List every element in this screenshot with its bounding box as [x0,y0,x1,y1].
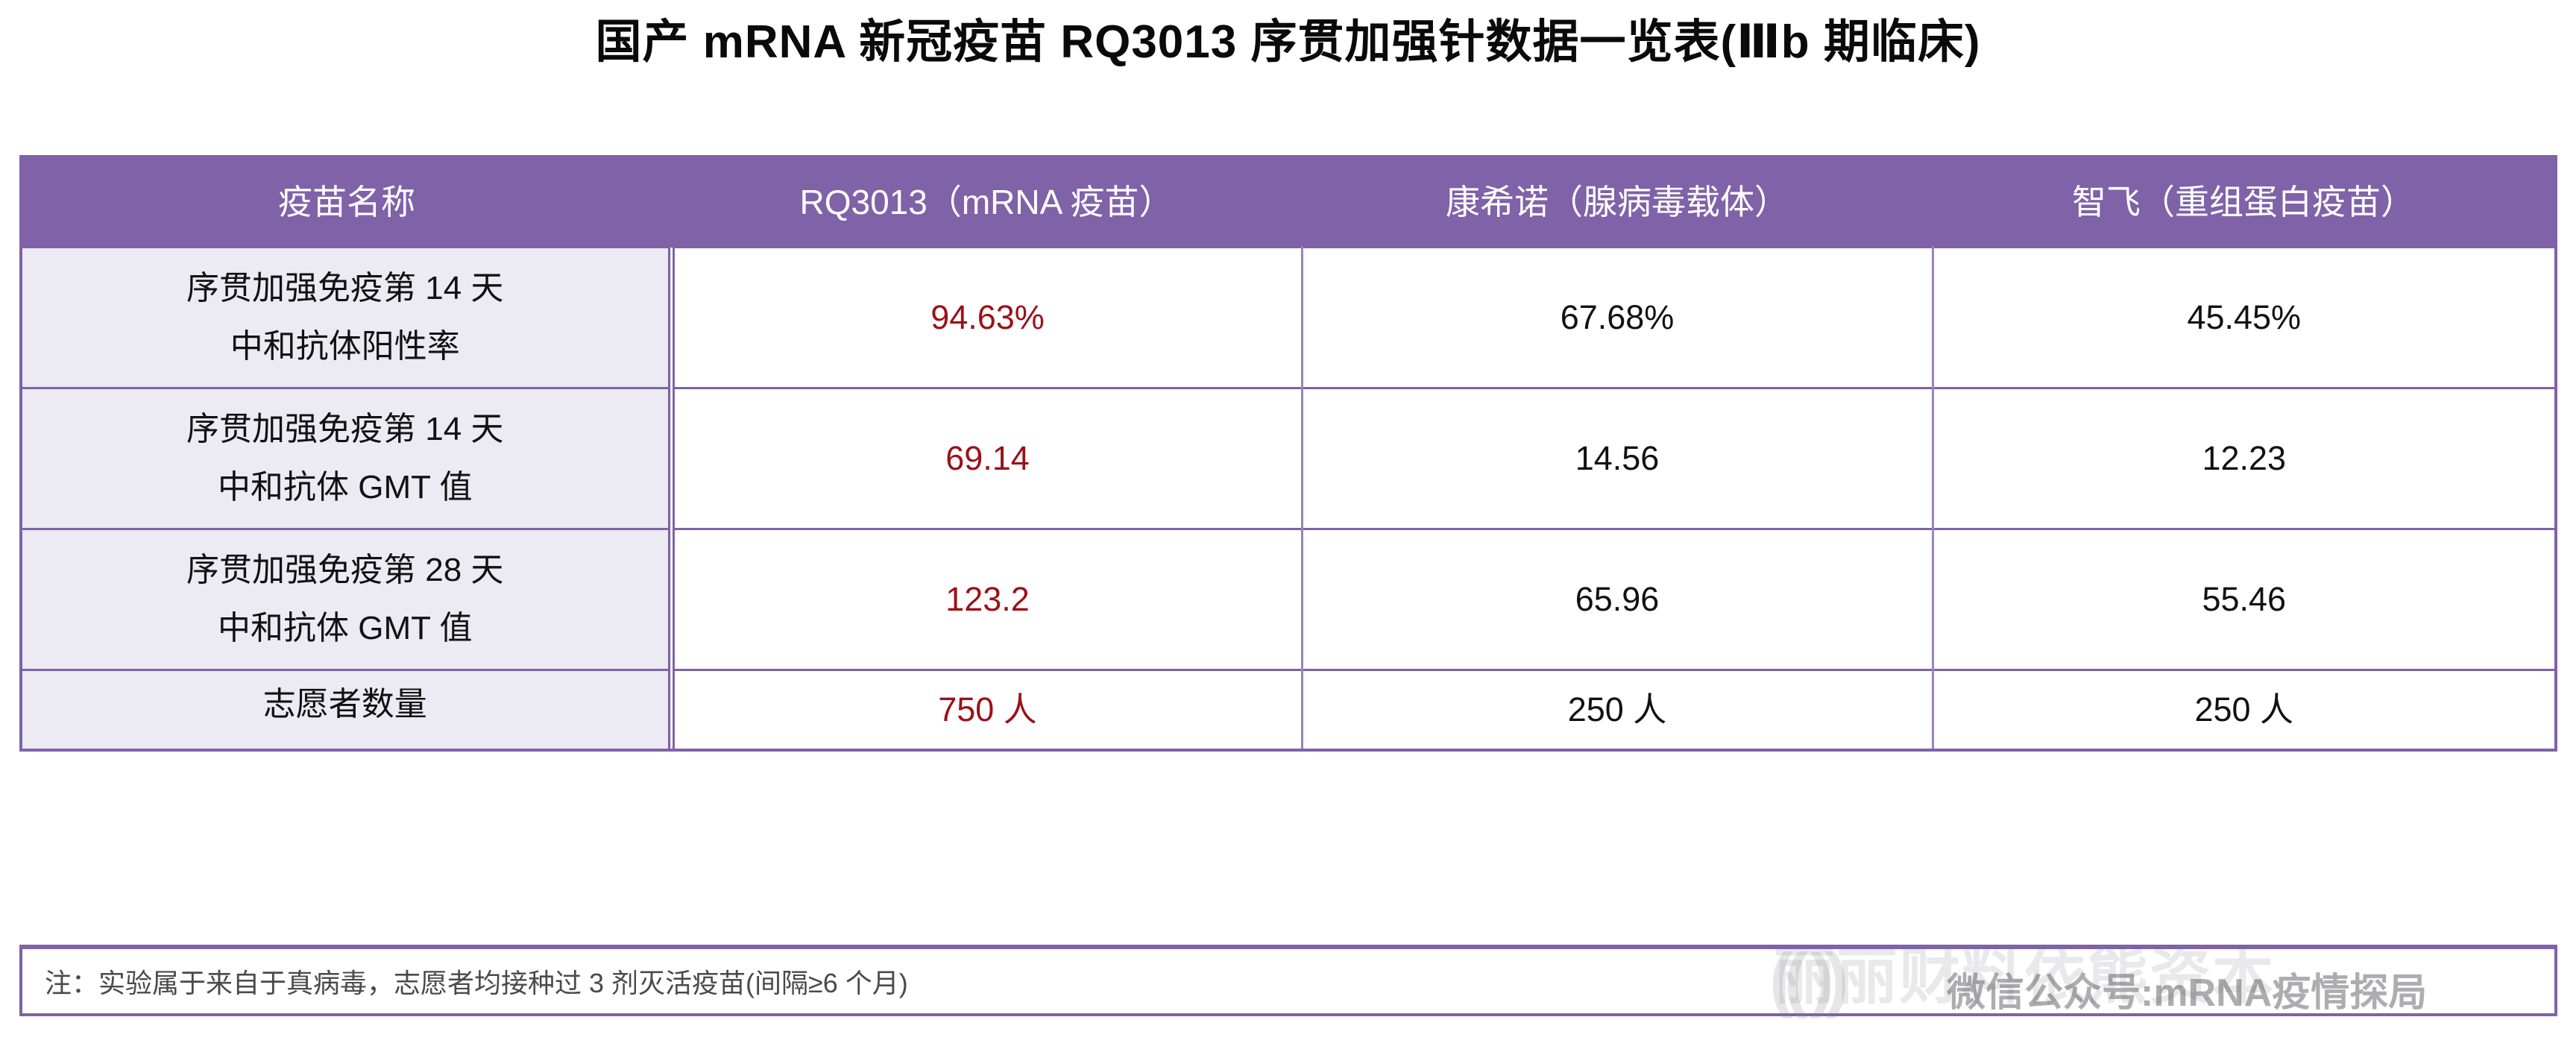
footnote-row: 注：实验属于来自于真病毒，志愿者均接种过 3 剂灭活疫苗(间隔≥6 个月) [19,945,2557,1016]
page-title: 国产 mRNA 新冠疫苗 RQ3013 序贯加强针数据一览表(Ⅲb 期临床) [595,16,1981,68]
row-label-line1: 序贯加强免疫第 14 天 [186,270,504,307]
table-header-row: 疫苗名称 RQ3013（mRNA 疫苗） 康希诺（腺病毒载体） 智飞（重组蛋白疫… [22,158,2554,248]
page-title-area: 国产 mRNA 新冠疫苗 RQ3013 序贯加强针数据一览表(Ⅲb 期临床) [0,0,2576,72]
row-label-line2: 中和抗体 GMT 值 [218,610,473,646]
cell-rq3013: 94.63% [671,246,1303,388]
table-row: 序贯加强免疫第 14 天 中和抗体 GMT 值 69.14 14.56 12.2… [22,387,2554,529]
row-label-line2: 中和抗体阳性率 [230,328,460,365]
data-table-frame: 疫苗名称 RQ3013（mRNA 疫苗） 康希诺（腺病毒载体） 智飞（重组蛋白疫… [19,155,2557,752]
table-header: 疫苗名称 RQ3013（mRNA 疫苗） 康希诺（腺病毒载体） 智飞（重组蛋白疫… [22,158,2554,248]
table-row: 序贯加强免疫第 14 天 中和抗体阳性率 94.63% 67.68% 45.45… [22,246,2554,388]
cell-zhifei: 45.45% [1933,246,2554,388]
row-label-cell: 序贯加强免疫第 14 天 中和抗体 GMT 值 [22,387,675,529]
row-label-line1: 志愿者数量 [262,686,427,723]
row-label-line1: 序贯加强免疫第 28 天 [186,552,504,589]
value-rq3013: 94.63% [930,298,1045,337]
vaccine-comparison-table: 疫苗名称 RQ3013（mRNA 疫苗） 康希诺（腺病毒载体） 智飞（重组蛋白疫… [22,158,2554,749]
cell-rq3013: 69.14 [671,387,1303,529]
cell-zhifei: 55.46 [1933,528,2554,670]
cell-rq3013: 750 人 [671,669,1303,749]
value-rq3013: 123.2 [945,580,1030,619]
footnote-text: 注：实验属于来自于真病毒，志愿者均接种过 3 剂灭活疫苗(间隔≥6 个月) [45,968,908,998]
table-row: 志愿者数量 750 人 250 人 250 人 [22,669,2554,749]
cell-cansino: 250 人 [1302,669,1934,749]
cell-rq3013: 123.2 [671,528,1303,670]
column-header-metric: 疫苗名称 [22,158,671,248]
row-label-cell: 志愿者数量 [22,669,675,749]
column-header-zhifei: 智飞（重组蛋白疫苗） [1933,158,2554,248]
cell-zhifei: 250 人 [1933,669,2554,749]
value-rq3013: 69.14 [945,439,1030,478]
row-label-cell: 序贯加强免疫第 28 天 中和抗体 GMT 值 [22,528,675,670]
table-body: 序贯加强免疫第 14 天 中和抗体阳性率 94.63% 67.68% 45.45… [22,246,2554,749]
column-header-rq3013: RQ3013（mRNA 疫苗） [671,158,1302,248]
row-label-line2: 中和抗体 GMT 值 [218,469,473,506]
cell-cansino: 14.56 [1302,387,1934,529]
cell-cansino: 67.68% [1302,246,1934,388]
table-row: 序贯加强免疫第 28 天 中和抗体 GMT 值 123.2 65.96 55.4… [22,528,2554,670]
row-label-cell: 序贯加强免疫第 14 天 中和抗体阳性率 [22,246,675,388]
cell-cansino: 65.96 [1302,528,1934,670]
cell-zhifei: 12.23 [1933,387,2554,529]
row-label-line1: 序贯加强免疫第 14 天 [186,411,504,448]
column-header-cansino: 康希诺（腺病毒载体） [1302,158,1933,248]
value-rq3013: 750 人 [938,690,1037,729]
